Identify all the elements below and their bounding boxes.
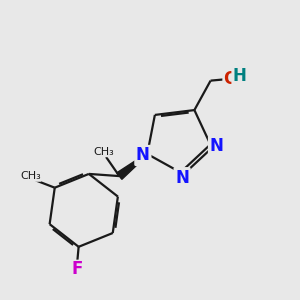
Polygon shape [117,153,148,179]
Text: O: O [223,70,237,88]
Text: F: F [71,260,83,278]
Text: CH₃: CH₃ [20,171,41,181]
Text: N: N [136,146,150,164]
Text: N: N [210,137,224,155]
Text: H: H [232,67,246,85]
Text: CH₃: CH₃ [93,147,114,157]
Text: N: N [175,169,189,187]
